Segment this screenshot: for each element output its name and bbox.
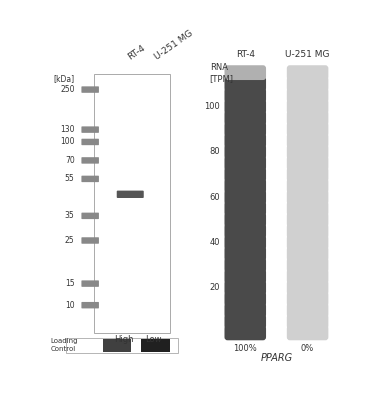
FancyBboxPatch shape <box>287 133 328 148</box>
Text: 10: 10 <box>65 301 75 310</box>
Text: High: High <box>114 334 133 344</box>
Text: 60: 60 <box>210 193 220 202</box>
FancyBboxPatch shape <box>224 235 266 250</box>
FancyBboxPatch shape <box>82 213 99 219</box>
FancyBboxPatch shape <box>287 258 328 272</box>
FancyBboxPatch shape <box>82 302 99 308</box>
FancyBboxPatch shape <box>287 156 328 170</box>
FancyBboxPatch shape <box>82 237 99 244</box>
FancyBboxPatch shape <box>224 76 266 91</box>
Text: Loading
Control: Loading Control <box>51 338 79 352</box>
FancyBboxPatch shape <box>287 224 328 238</box>
Text: 250: 250 <box>60 85 75 94</box>
Text: Low: Low <box>145 334 162 344</box>
FancyBboxPatch shape <box>287 201 328 216</box>
FancyBboxPatch shape <box>82 280 99 287</box>
FancyBboxPatch shape <box>82 176 99 182</box>
FancyBboxPatch shape <box>287 88 328 103</box>
FancyBboxPatch shape <box>287 280 328 295</box>
Text: 100: 100 <box>204 102 220 111</box>
FancyBboxPatch shape <box>224 156 266 170</box>
Text: RT-4: RT-4 <box>126 44 147 62</box>
FancyBboxPatch shape <box>224 280 266 295</box>
Text: 80: 80 <box>210 147 220 156</box>
Text: U-251 MG: U-251 MG <box>285 50 330 59</box>
FancyBboxPatch shape <box>224 88 266 103</box>
FancyBboxPatch shape <box>224 133 266 148</box>
FancyBboxPatch shape <box>82 139 99 145</box>
FancyBboxPatch shape <box>287 212 328 227</box>
Text: 35: 35 <box>65 211 75 220</box>
FancyBboxPatch shape <box>224 246 266 261</box>
Text: 15: 15 <box>65 279 75 288</box>
Text: 25: 25 <box>65 236 75 245</box>
FancyBboxPatch shape <box>224 258 266 272</box>
FancyBboxPatch shape <box>224 167 266 182</box>
FancyBboxPatch shape <box>224 122 266 137</box>
Text: 100: 100 <box>60 138 75 146</box>
Text: 70: 70 <box>65 156 75 165</box>
Text: RT-4: RT-4 <box>236 50 255 59</box>
FancyBboxPatch shape <box>82 86 99 93</box>
FancyBboxPatch shape <box>287 178 328 193</box>
FancyBboxPatch shape <box>287 314 328 329</box>
FancyBboxPatch shape <box>224 65 266 80</box>
FancyBboxPatch shape <box>224 190 266 204</box>
FancyBboxPatch shape <box>224 110 266 125</box>
Text: [kDa]: [kDa] <box>54 74 75 83</box>
FancyBboxPatch shape <box>287 269 328 284</box>
FancyBboxPatch shape <box>287 76 328 91</box>
FancyBboxPatch shape <box>82 157 99 164</box>
FancyBboxPatch shape <box>224 224 266 238</box>
Text: 0%: 0% <box>301 344 314 353</box>
Text: 55: 55 <box>65 174 75 183</box>
FancyBboxPatch shape <box>141 339 170 352</box>
Text: 100%: 100% <box>233 344 257 353</box>
FancyBboxPatch shape <box>224 314 266 329</box>
FancyBboxPatch shape <box>287 246 328 261</box>
FancyBboxPatch shape <box>224 201 266 216</box>
FancyBboxPatch shape <box>117 191 144 198</box>
Text: 130: 130 <box>60 125 75 134</box>
FancyBboxPatch shape <box>82 126 99 133</box>
FancyBboxPatch shape <box>287 65 328 80</box>
FancyBboxPatch shape <box>287 326 328 340</box>
FancyBboxPatch shape <box>224 303 266 318</box>
FancyBboxPatch shape <box>287 303 328 318</box>
FancyBboxPatch shape <box>224 144 266 159</box>
FancyBboxPatch shape <box>287 144 328 159</box>
FancyBboxPatch shape <box>224 292 266 306</box>
Text: U-251 MG: U-251 MG <box>153 29 195 62</box>
Text: 40: 40 <box>210 238 220 247</box>
FancyBboxPatch shape <box>224 269 266 284</box>
FancyBboxPatch shape <box>287 190 328 204</box>
FancyBboxPatch shape <box>287 122 328 137</box>
FancyBboxPatch shape <box>94 74 170 333</box>
Text: PPARG: PPARG <box>260 353 293 363</box>
Text: RNA
[TPM]: RNA [TPM] <box>210 64 234 83</box>
FancyBboxPatch shape <box>287 292 328 306</box>
Text: 20: 20 <box>210 283 220 292</box>
FancyBboxPatch shape <box>224 326 266 340</box>
FancyBboxPatch shape <box>287 110 328 125</box>
FancyBboxPatch shape <box>287 99 328 114</box>
FancyBboxPatch shape <box>224 178 266 193</box>
FancyBboxPatch shape <box>103 339 131 352</box>
FancyBboxPatch shape <box>66 338 178 353</box>
FancyBboxPatch shape <box>287 167 328 182</box>
FancyBboxPatch shape <box>287 235 328 250</box>
FancyBboxPatch shape <box>224 99 266 114</box>
FancyBboxPatch shape <box>224 212 266 227</box>
